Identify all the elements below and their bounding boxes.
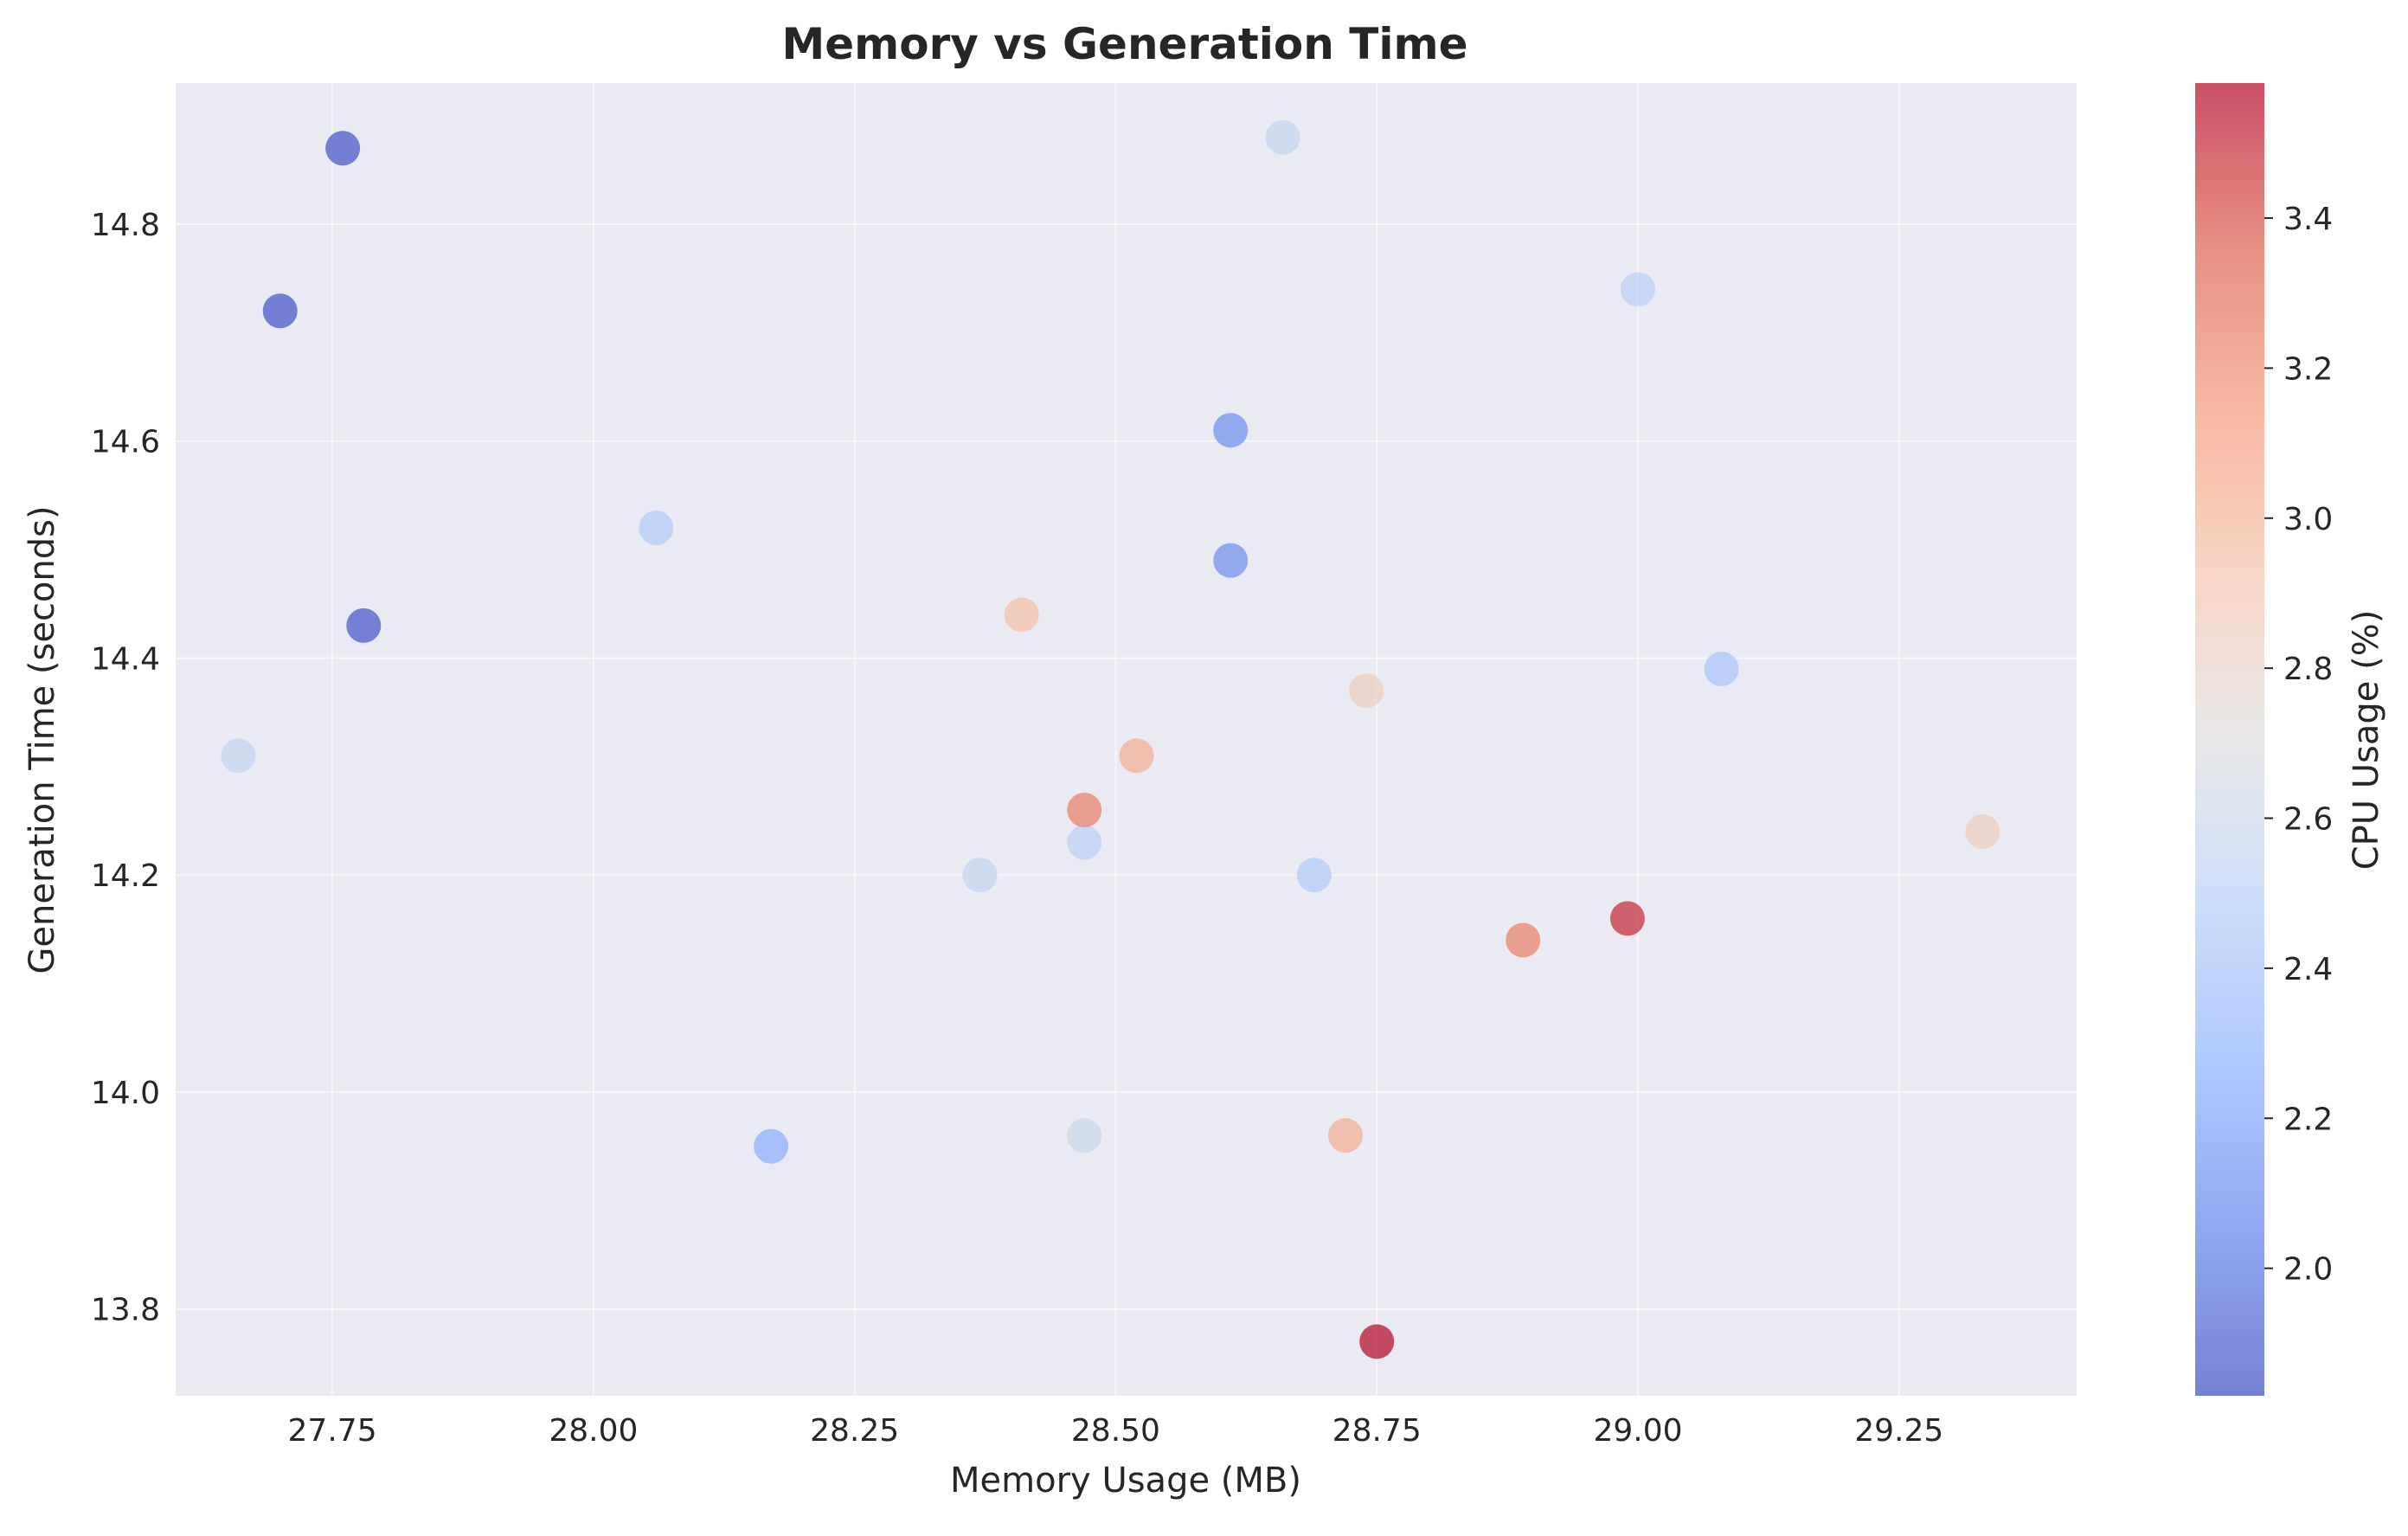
x-tick-label: 27.75 (288, 1413, 377, 1449)
x-tick-label: 28.00 (549, 1413, 638, 1449)
data-point (346, 607, 382, 643)
colorbar-tick-label: 3.0 (2283, 502, 2333, 537)
x-axis-title: Memory Usage (MB) (950, 1461, 1301, 1501)
colorbar-tick-label: 3.2 (2283, 351, 2333, 387)
data-point (1704, 652, 1739, 687)
x-tick-label: 29.00 (1593, 1413, 1682, 1449)
colorbar (2195, 83, 2264, 1396)
colorbar-tick-label: 2.6 (2283, 802, 2333, 838)
colorbar-tick-label: 2.0 (2283, 1252, 2333, 1288)
colorbar-tick-label: 2.2 (2283, 1102, 2333, 1137)
data-point (962, 858, 998, 893)
data-points (221, 119, 2000, 1359)
x-tick-label: 28.50 (1071, 1413, 1160, 1449)
data-point (325, 131, 361, 166)
chart-title: Memory vs Generation Time (781, 19, 1467, 69)
colorbar-tick-label: 2.4 (2283, 952, 2333, 987)
data-point (1965, 814, 2000, 850)
colorbar-tick-label: 2.8 (2283, 652, 2333, 687)
y-axis-ticks: 13.8 14.0 14.2 14.4 14.6 14.8 (91, 208, 160, 1328)
data-point (1296, 858, 1332, 893)
data-point (1506, 922, 1541, 958)
data-point (1621, 272, 1655, 307)
y-tick-label: 13.8 (91, 1293, 160, 1328)
data-point (1609, 901, 1645, 936)
y-axis-title: Generation Time (seconds) (22, 505, 62, 974)
x-tick-label: 28.75 (1332, 1413, 1422, 1449)
colorbar-tick-label: 3.4 (2283, 202, 2333, 237)
x-tick-label: 29.25 (1854, 1413, 1943, 1449)
y-tick-label: 14.2 (91, 858, 160, 894)
data-point (1067, 792, 1102, 827)
data-point (1349, 673, 1384, 709)
data-point (1067, 1118, 1102, 1154)
data-point (639, 511, 674, 546)
data-point (1067, 825, 1102, 860)
data-point (1265, 119, 1300, 155)
data-point (1213, 413, 1249, 448)
y-tick-label: 14.8 (91, 208, 160, 243)
data-point (262, 293, 298, 329)
colorbar-ticks: 2.0 2.2 2.4 2.6 2.8 3.0 3.2 3.4 (2264, 202, 2333, 1288)
data-point (754, 1128, 789, 1164)
data-point (1359, 1324, 1395, 1359)
data-point (1119, 738, 1154, 774)
data-point (1004, 597, 1039, 633)
y-tick-label: 14.0 (91, 1076, 160, 1111)
plot-area (176, 83, 2077, 1396)
x-tick-label: 28.25 (810, 1413, 899, 1449)
data-point (221, 738, 256, 774)
data-point (1328, 1118, 1363, 1154)
x-axis-ticks: 27.75 28.00 28.25 28.50 28.75 29.00 29.25 (288, 1413, 1944, 1449)
y-tick-label: 14.4 (91, 641, 160, 677)
colorbar-title: CPU Usage (%) (2347, 610, 2386, 871)
data-point (1213, 543, 1249, 578)
y-tick-label: 14.6 (91, 425, 160, 460)
